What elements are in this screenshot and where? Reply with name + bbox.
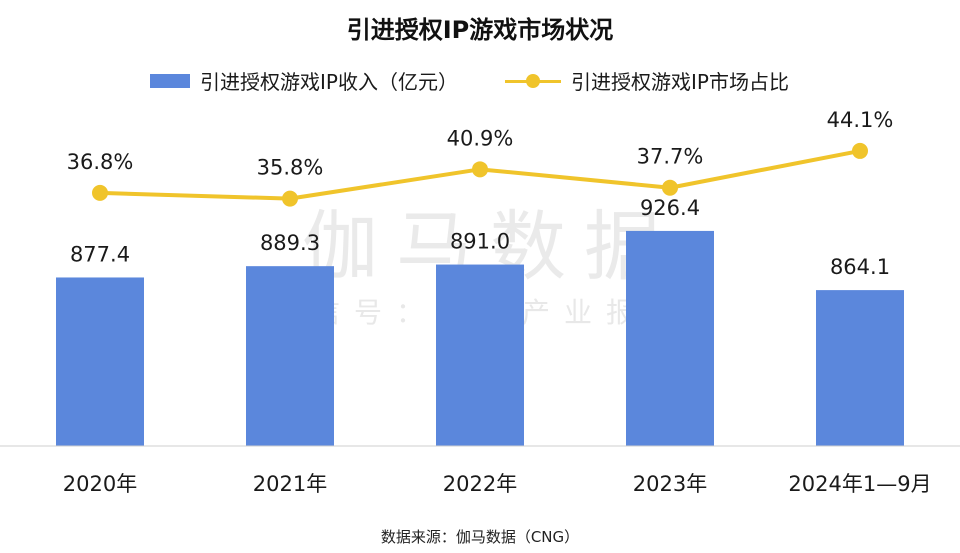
line-value-label-4: 44.1% <box>827 108 894 132</box>
bar-value-label-3: 926.4 <box>640 196 700 220</box>
bar-value-label-0: 877.4 <box>70 242 130 266</box>
bar-3 <box>626 230 714 446</box>
legend-line-swatch <box>505 73 561 88</box>
bar-2 <box>436 264 524 446</box>
bar-0 <box>56 277 144 446</box>
source-note: 数据来源：伽马数据（CNG） <box>380 528 580 546</box>
line-value-label-0: 36.8% <box>67 150 134 174</box>
line-point-2 <box>472 161 488 178</box>
line-value-label-1: 35.8% <box>257 156 324 180</box>
legend-bar-label: 引进授权游戏IP收入（亿元） <box>200 70 458 94</box>
legend-item-line: 引进授权游戏IP市场占比 <box>505 66 789 95</box>
legend-item-bar: 引进授权游戏IP收入（亿元） <box>150 66 458 95</box>
x-tick-label-1: 2021年 <box>253 472 327 496</box>
legend-bar-swatch <box>150 73 190 88</box>
bar-value-label-1: 889.3 <box>260 231 320 255</box>
line-point-3 <box>662 179 678 196</box>
bar-1 <box>246 266 334 446</box>
line-value-label-3: 37.7% <box>637 145 704 169</box>
chart-title: 引进授权IP游戏市场状况 <box>346 16 614 44</box>
legend: 引进授权游戏IP收入（亿元） 引进授权游戏IP市场占比 <box>0 66 960 98</box>
line-point-1 <box>282 190 298 207</box>
bar-4 <box>816 290 904 446</box>
bar-value-label-2: 891.0 <box>450 230 510 254</box>
x-tick-label-3: 2023年 <box>633 472 707 496</box>
x-tick-label-4: 2024年1—9月 <box>788 472 931 496</box>
line-value-label-2: 40.9% <box>447 126 514 150</box>
legend-line-label: 引进授权游戏IP市场占比 <box>571 70 789 94</box>
x-tick-label-0: 2020年 <box>63 472 137 496</box>
bar-value-label-4: 864.1 <box>830 255 890 279</box>
x-tick-label-2: 2022年 <box>443 472 517 496</box>
line-point-4 <box>852 142 868 159</box>
line-point-0 <box>92 184 108 201</box>
